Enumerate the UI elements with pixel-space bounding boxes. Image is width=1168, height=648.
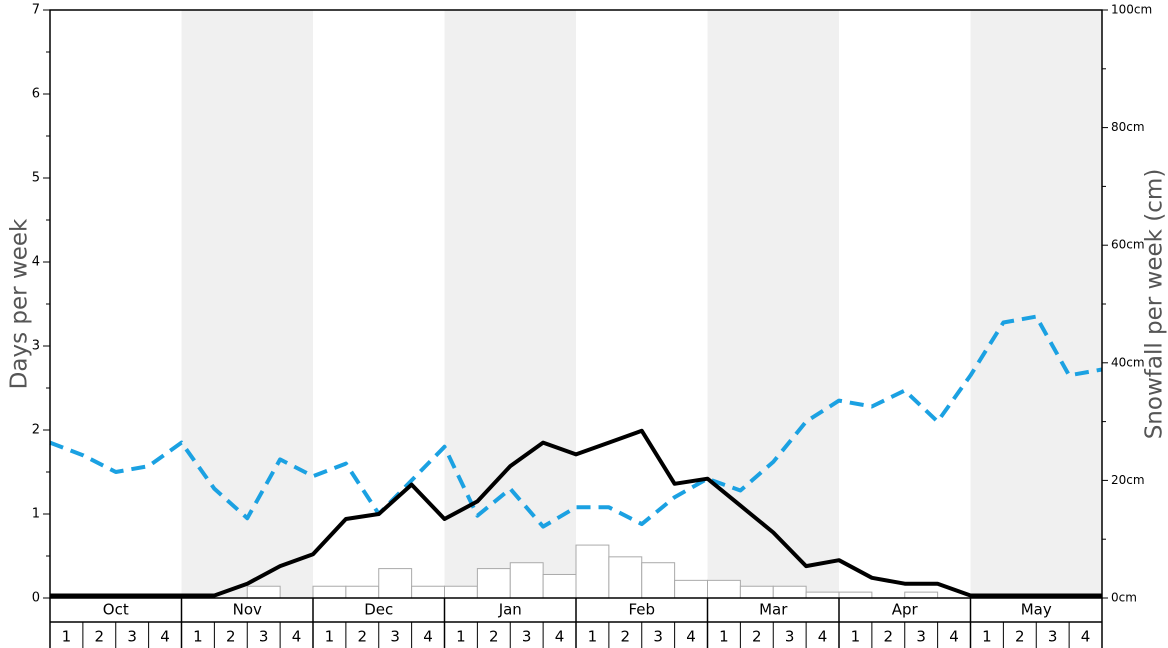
week-label: 4: [292, 628, 302, 646]
month-label-mar: Mar: [759, 601, 788, 619]
right-tick-label: 0cm: [1111, 591, 1137, 605]
week-label: 4: [818, 628, 828, 646]
snowfall-bar: [707, 579, 741, 599]
week-label: 4: [160, 628, 170, 646]
left-axis-title: Days per week: [7, 218, 33, 389]
week-label: 4: [555, 628, 565, 646]
left-tick-label: 2: [32, 423, 40, 438]
week-label: 3: [1048, 628, 1058, 646]
week-label: 2: [752, 628, 762, 646]
snowfall-bar: [345, 585, 380, 599]
week-label: 2: [489, 628, 499, 646]
week-label: 1: [982, 628, 992, 646]
month-axis: Oct 1 2 3 4 Nov 1 2 3 4 Dec 1 2 3 4 Jan 1 2 3 4 Feb 1 2 3 4 Mar 1 2…: [49, 598, 1103, 648]
right-tick-label: 60cm: [1111, 238, 1145, 252]
snowfall-bar: [246, 585, 281, 599]
month-label-dec: Dec: [364, 601, 393, 619]
snowfall-bar: [805, 591, 840, 599]
right-tick-label: 40cm: [1111, 355, 1145, 369]
snowfall-bar: [509, 562, 544, 599]
shaded-band-mar: [707, 10, 839, 598]
snowfall-bar: [476, 568, 511, 599]
week-label: 2: [1015, 628, 1025, 646]
right-tick-label: 100cm: [1111, 3, 1152, 17]
week-label: 2: [358, 628, 368, 646]
snowfall-bar: [772, 585, 807, 599]
snowfall-bar: [411, 585, 445, 599]
month-label-jan: Jan: [498, 601, 522, 619]
week-label: 2: [884, 628, 894, 646]
snowfall-bar: [575, 544, 610, 599]
left-tick-label: 0: [32, 591, 40, 606]
snowfall-bars: [246, 544, 939, 599]
week-label: 3: [127, 628, 137, 646]
right-y-axis: 0cm 20cm 40cm 60cm 80cm 100cm: [1102, 3, 1152, 605]
week-label: 3: [522, 628, 532, 646]
snowfall-bar: [641, 562, 676, 599]
left-tick-label: 6: [32, 87, 40, 102]
week-label: 4: [949, 628, 959, 646]
snowfall-bar: [674, 579, 708, 599]
snowfall-bar: [312, 585, 347, 599]
week-label: 1: [456, 628, 466, 646]
week-label: 2: [95, 628, 105, 646]
week-label: 1: [719, 628, 729, 646]
left-tick-label: 4: [32, 255, 40, 270]
snowfall-bar: [838, 591, 873, 599]
week-label: 4: [1081, 628, 1091, 646]
week-label: 3: [916, 628, 926, 646]
month-label-apr: Apr: [892, 601, 919, 619]
right-tick-label: 80cm: [1111, 120, 1145, 134]
week-label: 1: [588, 628, 598, 646]
month-label-may: May: [1021, 601, 1052, 619]
week-label: 3: [390, 628, 400, 646]
week-label: 1: [851, 628, 861, 646]
month-label-feb: Feb: [628, 601, 655, 619]
dashed-series-line: [49, 314, 1103, 529]
week-label: 3: [259, 628, 269, 646]
snowfall-bar: [739, 585, 774, 599]
week-label: 1: [193, 628, 203, 646]
shaded-band-nov: [181, 10, 313, 598]
week-label: 4: [686, 628, 696, 646]
week-label: 2: [621, 628, 631, 646]
solid-series-line: [50, 428, 1102, 598]
shaded-month-bands: [181, 10, 1102, 598]
week-label: 3: [785, 628, 795, 646]
shaded-band-may: [970, 10, 1102, 598]
left-tick-label: 5: [32, 171, 40, 186]
week-label: 2: [226, 628, 236, 646]
snowfall-bar: [608, 556, 643, 599]
left-tick-label: 3: [32, 339, 40, 354]
left-tick-label: 1: [32, 507, 40, 522]
month-label-nov: Nov: [233, 601, 262, 619]
week-label: 1: [62, 628, 72, 646]
right-tick-label: 20cm: [1111, 473, 1145, 487]
snowfall-bar: [444, 585, 478, 599]
left-y-axis: 0 1 2 3 4 5 6 7: [32, 3, 50, 606]
left-tick-label: 7: [32, 3, 40, 18]
month-label-oct: Oct: [103, 601, 129, 619]
snowfall-bar: [542, 573, 577, 599]
days-lines: [49, 314, 1103, 598]
shaded-band-jan: [444, 10, 576, 598]
snowfall-bar: [904, 591, 939, 599]
week-label: 1: [325, 628, 335, 646]
week-label: 3: [653, 628, 663, 646]
week-label: 4: [423, 628, 433, 646]
snowfall-bar: [378, 568, 413, 599]
right-axis-title: Snowfall per week (cm): [1142, 169, 1168, 440]
